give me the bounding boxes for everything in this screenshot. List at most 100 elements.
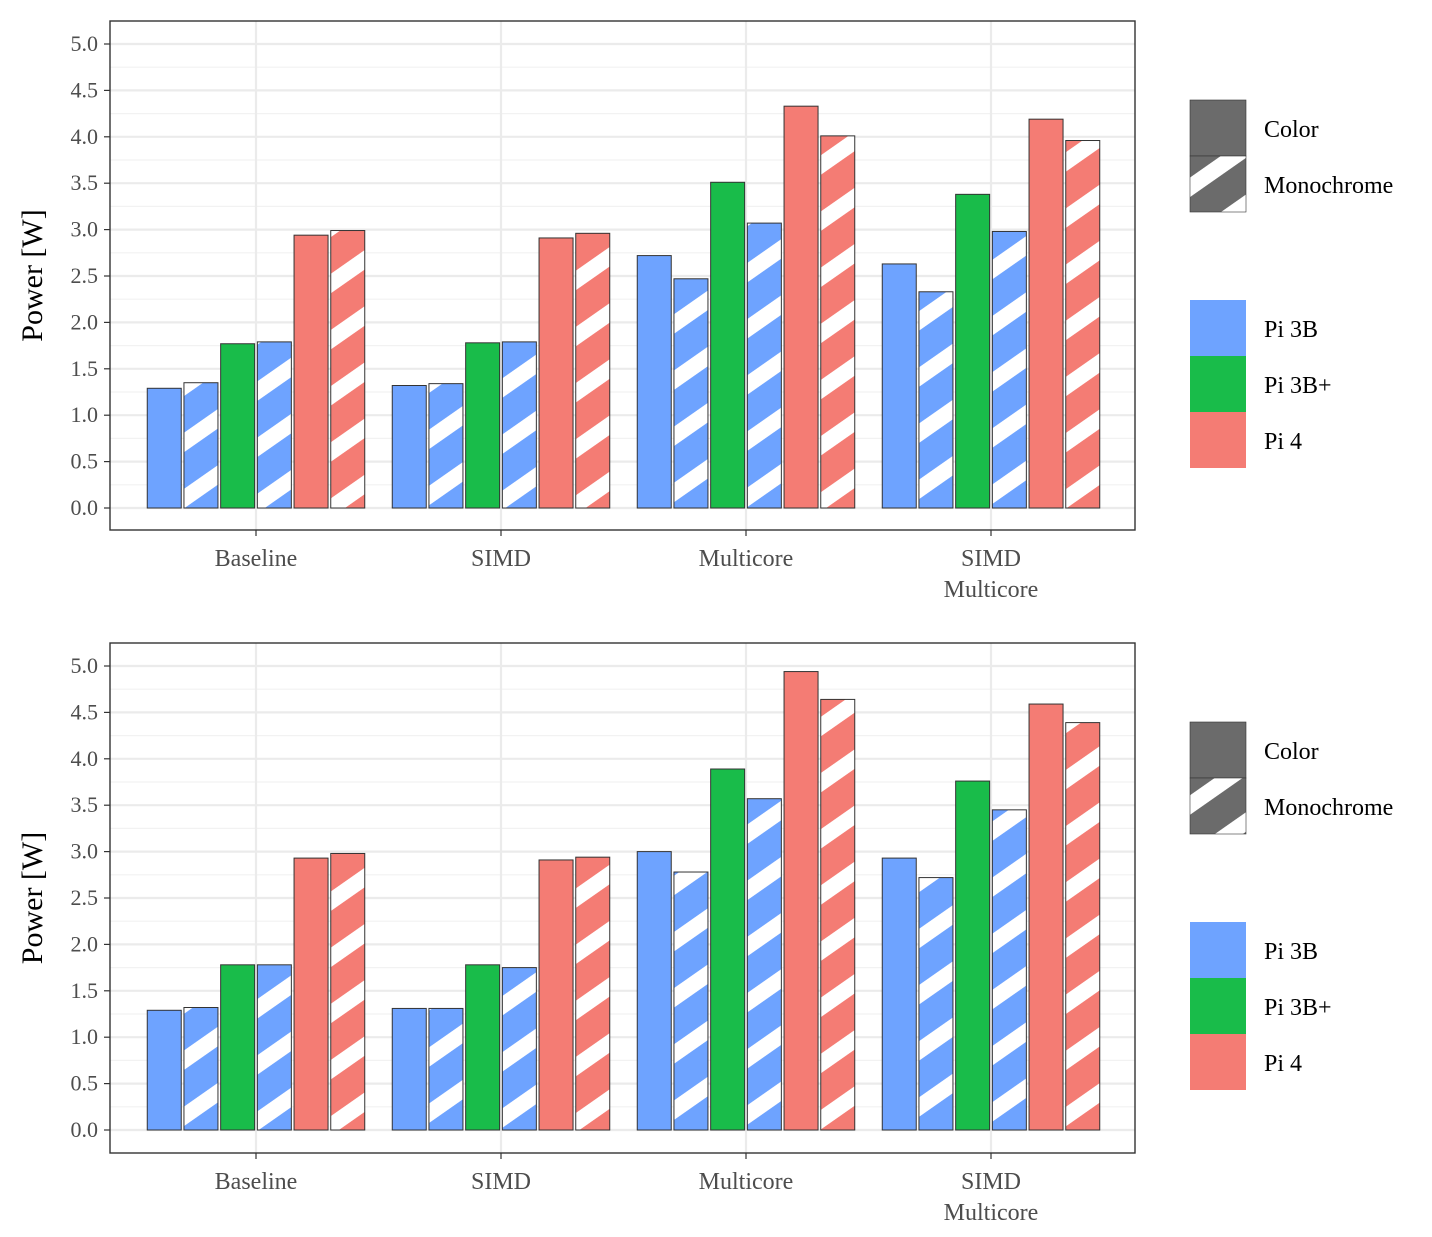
x-tick-label: Multicore bbox=[944, 1200, 1039, 1226]
bar-pi-4-color bbox=[1028, 703, 1064, 1131]
bar-pi-3b-color bbox=[220, 964, 256, 1131]
bar-pi-4-monochrome bbox=[575, 856, 611, 1131]
x-tick-label: Multicore bbox=[699, 546, 794, 572]
x-tick-label: Multicore bbox=[699, 1169, 794, 1195]
y-tick-label: 0.5 bbox=[71, 1071, 99, 1096]
legend-key-monochrome bbox=[1189, 155, 1247, 213]
bar-pi-4-color bbox=[538, 237, 574, 509]
legend-label-monochrome: Monochrome bbox=[1264, 173, 1393, 199]
bar-pi-3b-monochrome bbox=[501, 341, 537, 509]
bar-pi-3b-monochrome bbox=[918, 291, 954, 509]
legend-label-pi-4: Pi 4 bbox=[1264, 429, 1302, 455]
bar-pi-4-monochrome bbox=[330, 852, 366, 1131]
y-tick-label: 5.0 bbox=[71, 653, 99, 678]
bar-pi-3b-color bbox=[636, 851, 672, 1131]
x-tick-label: SIMD bbox=[961, 1169, 1021, 1195]
bar-pi-3b-monochrome bbox=[428, 383, 464, 509]
legend-label-monochrome: Monochrome bbox=[1264, 795, 1393, 821]
bar-pi-3b-color bbox=[881, 857, 917, 1131]
bar-pi-3b-color bbox=[146, 387, 182, 509]
x-tick-label: Multicore bbox=[944, 577, 1039, 603]
legend-key-pi-3b bbox=[1190, 978, 1246, 1034]
legend-key-monochrome bbox=[1189, 777, 1247, 835]
legend-key-pi-3b bbox=[1190, 356, 1246, 412]
y-tick-label: 0.5 bbox=[71, 449, 99, 474]
bar-pi-3b-monochrome bbox=[746, 798, 782, 1131]
bar-pi-3b-monochrome bbox=[256, 964, 292, 1131]
legend-key-pi-4 bbox=[1190, 412, 1246, 468]
y-tick-label: 2.5 bbox=[71, 885, 99, 910]
bar-pi-4-monochrome bbox=[820, 135, 856, 509]
y-tick-label: 3.5 bbox=[71, 792, 99, 817]
legend-key-color bbox=[1189, 99, 1247, 157]
legend-label-color: Color bbox=[1264, 117, 1319, 143]
y-axis-label: Power [W] bbox=[16, 832, 49, 964]
y-tick-label: 1.0 bbox=[71, 402, 99, 427]
x-tick-label: SIMD bbox=[471, 546, 531, 572]
bar-pi-3b-monochrome bbox=[428, 1007, 464, 1131]
bar-pi-3b-color bbox=[391, 385, 427, 509]
y-tick-label: 2.0 bbox=[71, 309, 99, 334]
panel-border bbox=[109, 642, 1136, 1154]
y-tick-label: 1.5 bbox=[71, 978, 99, 1003]
bar-pi-3b-monochrome bbox=[991, 230, 1027, 509]
legend-key-color bbox=[1189, 721, 1247, 779]
y-tick-label: 4.0 bbox=[71, 746, 99, 771]
bar-pi-3b-color bbox=[710, 181, 746, 509]
y-tick-label: 2.5 bbox=[71, 263, 99, 288]
legend-label-pi-3b: Pi 3B+ bbox=[1264, 373, 1332, 399]
legend-key-pi-3b bbox=[1190, 300, 1246, 356]
bar-pi-3b-color bbox=[636, 255, 672, 509]
legend-key-pi-3b bbox=[1190, 922, 1246, 978]
x-tick-label: Baseline bbox=[215, 546, 298, 572]
bar-pi-3b-monochrome bbox=[746, 222, 782, 509]
legend-label-pi-3b: Pi 3B bbox=[1264, 939, 1318, 965]
bar-pi-3b-color bbox=[220, 343, 256, 509]
legend-label-pi-3b: Pi 3B+ bbox=[1264, 995, 1332, 1021]
bar-pi-3b-monochrome bbox=[991, 809, 1027, 1131]
y-tick-label: 3.0 bbox=[71, 217, 99, 242]
bar-pi-3b-monochrome bbox=[183, 1007, 219, 1131]
legend-label-pi-4: Pi 4 bbox=[1264, 1051, 1302, 1077]
bar-pi-4-color bbox=[538, 859, 574, 1131]
bar-pi-3b-monochrome bbox=[183, 382, 219, 509]
y-tick-label: 4.5 bbox=[71, 77, 99, 102]
bar-pi-3b-monochrome bbox=[673, 278, 709, 509]
bar-pi-3b-color bbox=[146, 1009, 182, 1131]
y-tick-label: 5.0 bbox=[71, 31, 99, 56]
legend-key-pi-4 bbox=[1190, 1034, 1246, 1090]
x-tick-label: SIMD bbox=[961, 546, 1021, 572]
bar-pi-4-color bbox=[293, 234, 329, 509]
bar-pi-4-color bbox=[783, 105, 819, 509]
bar-pi-4-color bbox=[783, 671, 819, 1131]
legend-label-pi-3b: Pi 3B bbox=[1264, 317, 1318, 343]
bar-pi-3b-monochrome bbox=[673, 871, 709, 1131]
y-tick-label: 0.0 bbox=[71, 495, 99, 520]
bar-pi-4-monochrome bbox=[1065, 140, 1101, 509]
bar-pi-3b-color bbox=[465, 964, 501, 1131]
y-tick-label: 2.0 bbox=[71, 931, 99, 956]
chart-bottom: 0.0 0.5 1.0 1.5 2.0 2.5 3.0 3.5 4.0 4.5 5.0 Baselin… bbox=[16, 642, 1393, 1226]
y-tick-label: 4.5 bbox=[71, 699, 99, 724]
bar-pi-3b-color bbox=[881, 263, 917, 509]
bar-pi-3b-color bbox=[391, 1007, 427, 1131]
x-tick-label: SIMD bbox=[471, 1169, 531, 1195]
bar-pi-3b-monochrome bbox=[918, 877, 954, 1131]
bar-pi-3b-color bbox=[955, 780, 991, 1131]
y-tick-label: 1.5 bbox=[71, 356, 99, 381]
y-tick-label: 1.0 bbox=[71, 1024, 99, 1049]
bar-pi-3b-monochrome bbox=[256, 341, 292, 509]
y-tick-label: 3.0 bbox=[71, 839, 99, 864]
y-axis-label: Power [W] bbox=[16, 209, 49, 341]
bar-pi-4-color bbox=[293, 857, 329, 1131]
bar-pi-4-monochrome bbox=[820, 698, 856, 1131]
bar-pi-3b-color bbox=[465, 342, 501, 509]
chart-top: 0.0 0.5 1.0 1.5 2.0 2.5 3.0 3.5 4.0 4.5 5.0 Baselin… bbox=[16, 20, 1393, 603]
bar-pi-4-monochrome bbox=[1065, 722, 1101, 1131]
y-tick-label: 3.5 bbox=[71, 170, 99, 195]
bar-pi-4-monochrome bbox=[330, 230, 366, 509]
bar-pi-3b-monochrome bbox=[501, 967, 537, 1131]
y-tick-label: 0.0 bbox=[71, 1117, 99, 1142]
bar-pi-3b-color bbox=[710, 768, 746, 1131]
